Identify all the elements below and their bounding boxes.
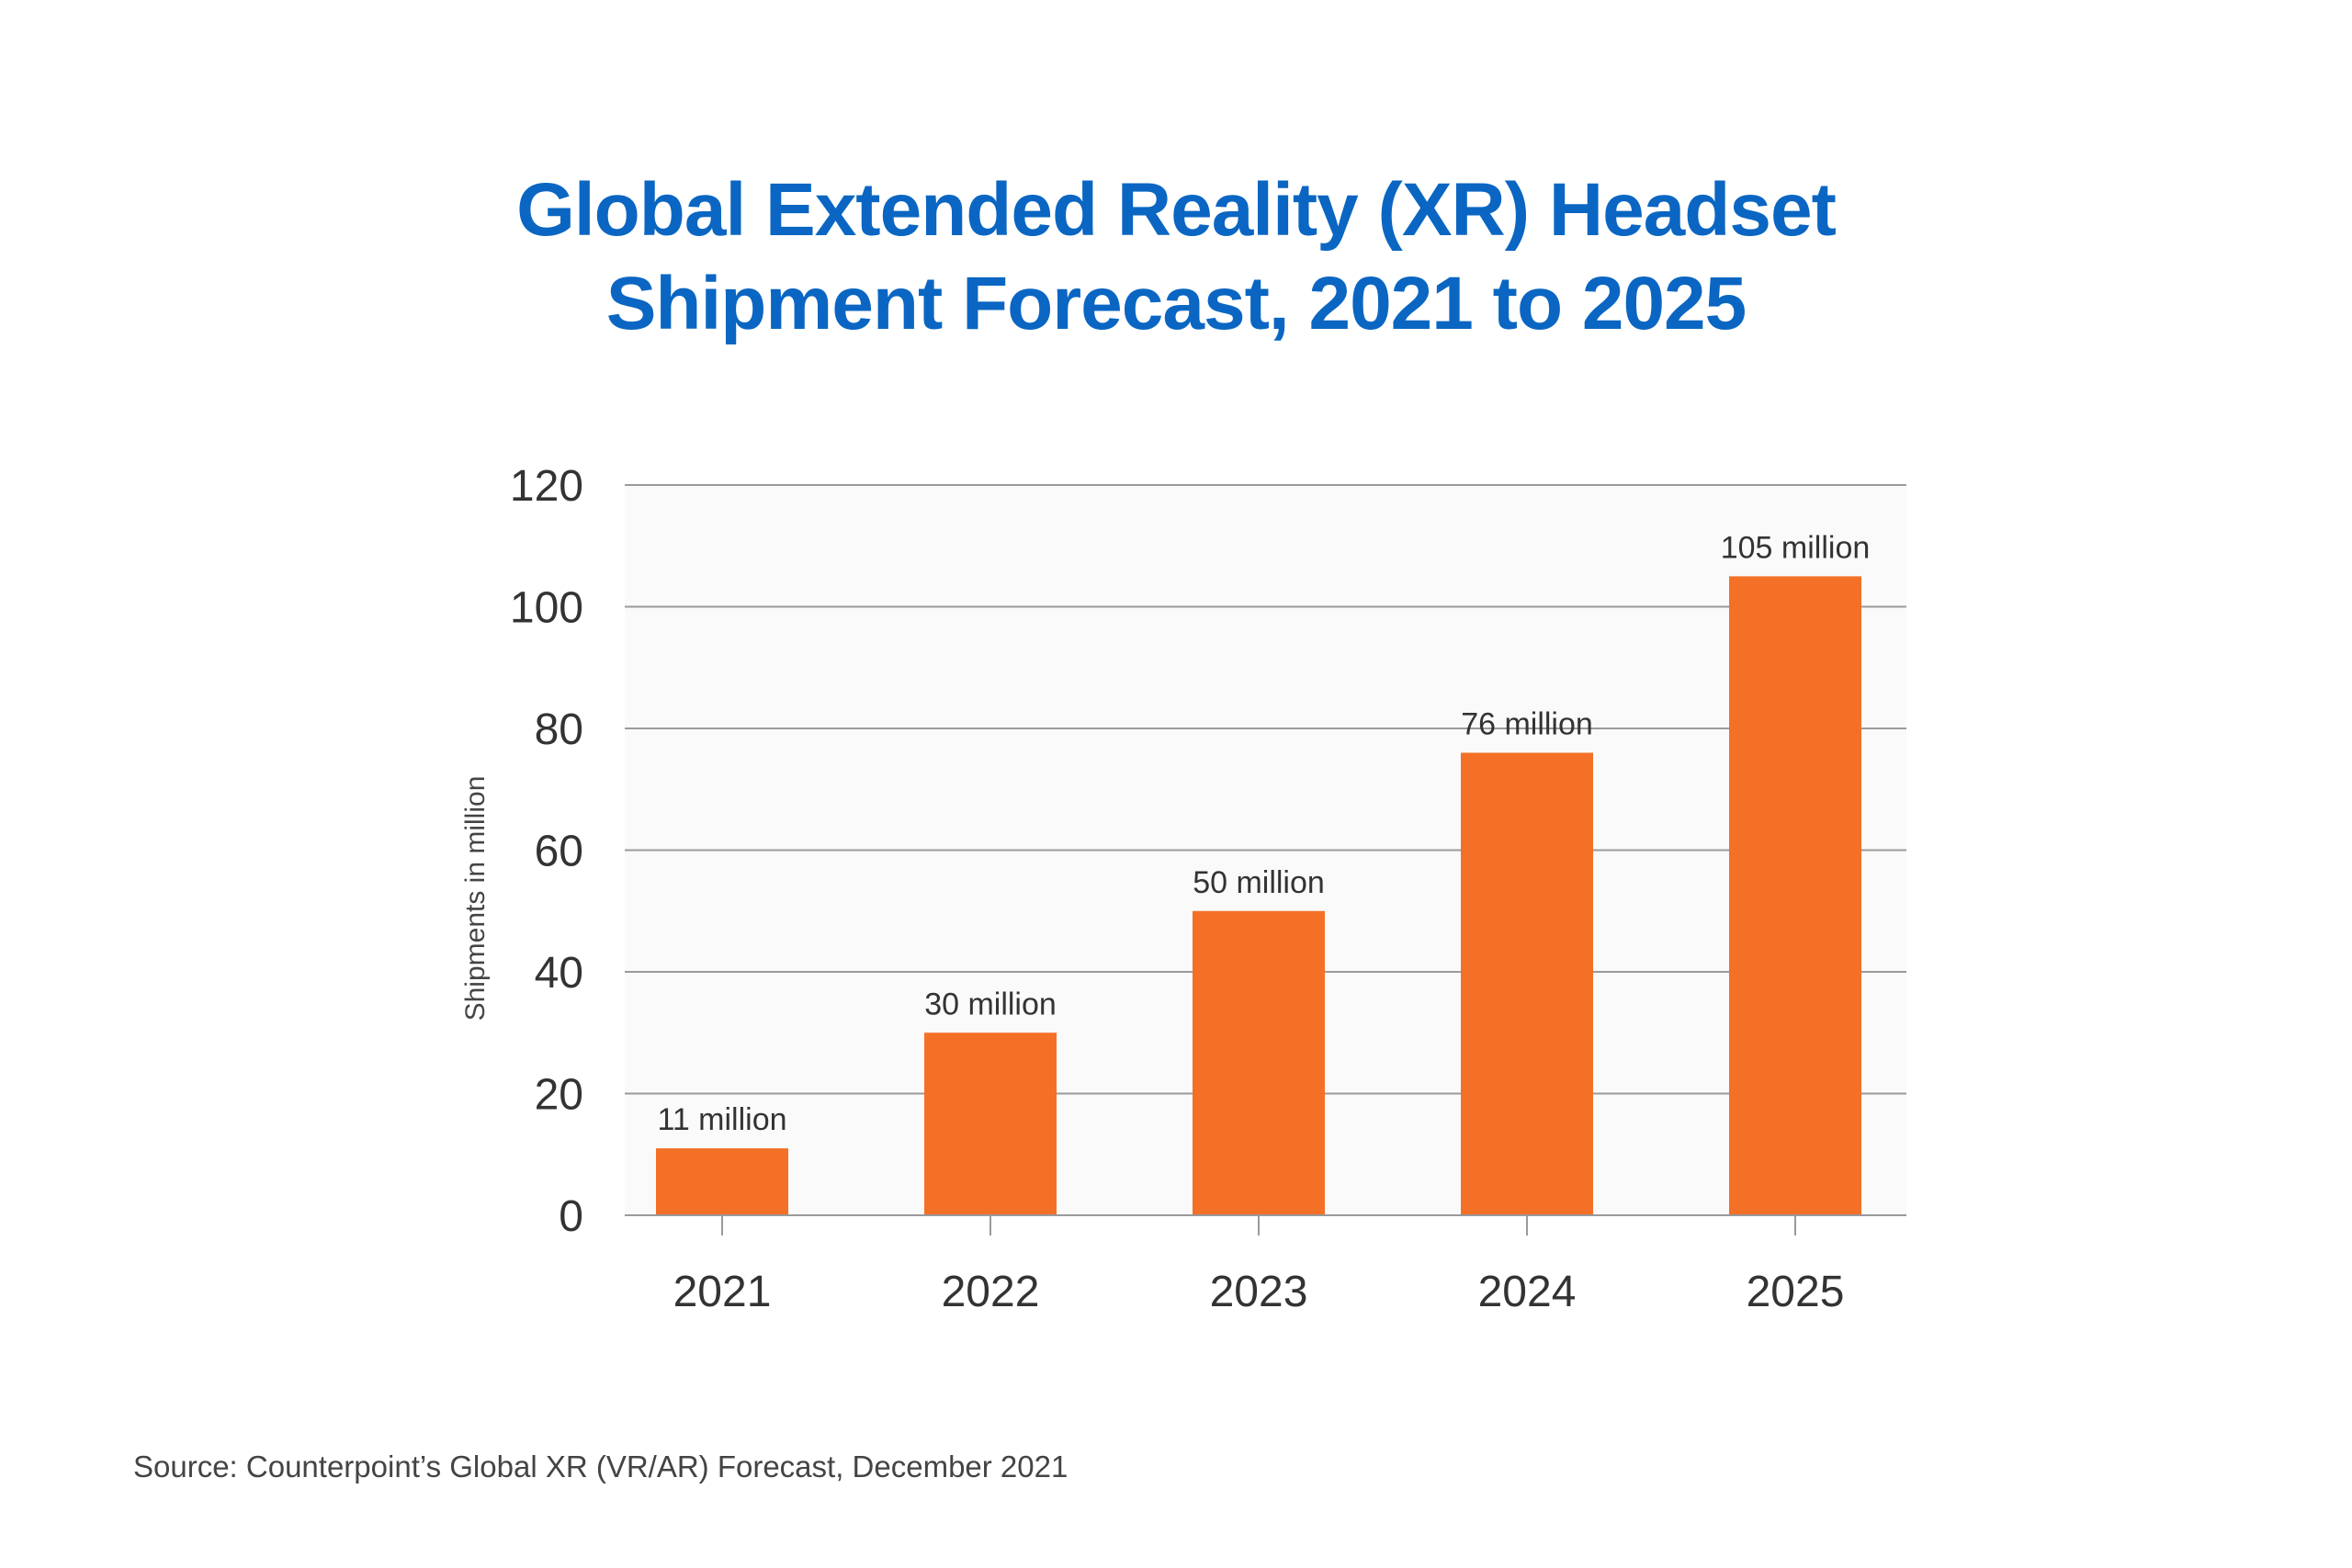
bar-2022 xyxy=(924,1032,1057,1215)
data-label: 76 million xyxy=(1461,707,1593,742)
y-tick-label: 80 xyxy=(535,705,583,754)
x-tick-label: 2025 xyxy=(1747,1268,1845,1316)
x-tick-label: 2024 xyxy=(1478,1268,1577,1316)
y-tick-label: 100 xyxy=(510,584,583,633)
bar-2024 xyxy=(1461,752,1593,1215)
bar-2023 xyxy=(1193,910,1325,1215)
data-label: 105 million xyxy=(1721,530,1871,565)
x-tick-label: 2023 xyxy=(1210,1268,1308,1316)
y-tick-label: 60 xyxy=(535,828,583,876)
y-tick-label: 20 xyxy=(535,1071,583,1120)
x-tick-label: 2022 xyxy=(942,1268,1040,1316)
chart-title: Global Extended Reality (XR) Headset Shi… xyxy=(0,164,2352,351)
y-axis-title: Shipments in million xyxy=(460,776,491,1021)
y-tick-label: 40 xyxy=(535,949,583,998)
data-label: 11 million xyxy=(657,1102,786,1137)
x-tick-label: 2021 xyxy=(673,1268,772,1316)
y-tick-label: 0 xyxy=(559,1192,583,1241)
y-tick-label: 120 xyxy=(510,462,583,511)
source-note: Source: Counterpoint’s Global XR (VR/AR)… xyxy=(133,1450,1069,1483)
bar-2025 xyxy=(1729,576,1861,1215)
data-label: 30 million xyxy=(924,987,1057,1021)
data-label: 50 million xyxy=(1193,865,1325,900)
chart-title-line-2: Shipment Forecast, 2021 to 2025 xyxy=(605,262,1747,345)
chart-title-line-1: Global Extended Reality (XR) Headset xyxy=(516,168,1837,252)
bar-2021 xyxy=(656,1148,788,1215)
